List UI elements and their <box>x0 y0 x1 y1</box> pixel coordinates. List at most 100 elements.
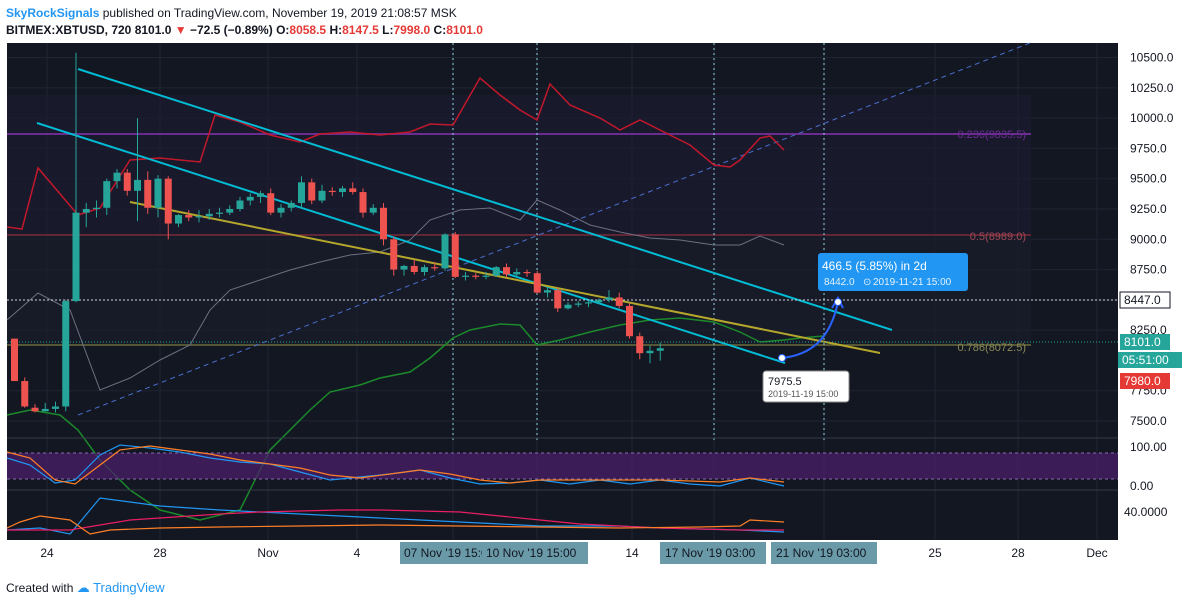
indicator2-pink-line <box>7 509 784 531</box>
candle-body <box>185 215 193 218</box>
candle-body <box>123 172 131 191</box>
measure-date: 2019-11-21 15:00 <box>873 277 952 288</box>
indicator1-tick-100: 100.00 <box>1130 440 1167 454</box>
candle-body <box>226 208 234 213</box>
channel-upper-line <box>77 68 893 331</box>
close-label: C: <box>433 23 447 37</box>
red-price-tag <box>1120 373 1170 389</box>
price-tick-label: 9250.0 <box>1130 202 1167 216</box>
low-tooltip-price: 7975.5 <box>768 376 802 388</box>
candle-body <box>605 297 613 300</box>
time-tags: 07 Nov '19 15:00 10 Nov '19 15:00 17 Nov… <box>400 542 877 564</box>
candle-body <box>503 267 510 275</box>
candle-body <box>626 305 633 337</box>
candle-body <box>72 212 80 302</box>
projection-curve <box>781 301 839 359</box>
fib-label-05: 0.5(8989.0) <box>970 231 1026 243</box>
time-tick-label: 4 <box>354 546 361 560</box>
candle-body <box>134 179 141 191</box>
measure-line1: 466.5 (5.85%) in 2d <box>822 259 927 273</box>
candle-body <box>328 190 336 193</box>
tradingview-logo-icon[interactable]: ☁ <box>76 580 90 595</box>
candle-body <box>257 193 264 197</box>
time-tick-label: 28 <box>1011 546 1025 560</box>
projection-end-point[interactable] <box>834 298 842 306</box>
candle-body <box>52 406 59 409</box>
candle-body <box>113 172 121 182</box>
last-price: 8101.0 <box>134 23 172 37</box>
price-tick-label: 8750.0 <box>1130 263 1167 277</box>
candle-body <box>441 234 449 269</box>
price-tick-label: 10000.0 <box>1130 111 1174 125</box>
candle-body <box>656 348 664 351</box>
candle-body <box>287 202 295 208</box>
candle-body <box>195 216 203 218</box>
candle-body <box>11 338 18 382</box>
footer: Created with ☁ TradingView <box>6 580 165 600</box>
candle-body <box>154 178 162 208</box>
projection-start-point[interactable] <box>778 354 786 362</box>
candle-body <box>349 188 357 193</box>
target-price-text: 8447.0 <box>1124 293 1161 307</box>
open-value: 8058.5 <box>289 23 327 37</box>
candle-body <box>144 179 152 208</box>
candle-body <box>410 265 418 273</box>
candle-body <box>380 207 387 240</box>
publish-info: published on TradingView.com, November 1… <box>102 6 457 20</box>
price-change: −72.5 (−0.89%) <box>189 23 273 37</box>
candle-body <box>236 200 244 209</box>
candle-body <box>369 207 377 213</box>
price-tick-label: 10500.0 <box>1130 51 1174 65</box>
low-tooltip-date: 2019-11-19 15:00 <box>768 389 838 399</box>
gray-indicator-line <box>6 199 785 391</box>
candle-body <box>205 213 213 217</box>
publish-line: SkyRockSignals published on TradingView.… <box>6 6 457 20</box>
candle-body <box>31 407 39 412</box>
author-name[interactable]: SkyRockSignals <box>6 6 100 20</box>
candle-body <box>523 272 531 274</box>
candle-body <box>216 212 223 214</box>
countdown-text: 05:51:00 <box>1122 353 1169 367</box>
candle-body <box>554 290 562 309</box>
candle-body <box>646 350 654 354</box>
candle-body <box>492 267 500 276</box>
yellow-trendline <box>129 201 881 354</box>
chart-canvas[interactable]: 0.236(9835.5) 0.5(8989.0) 0.786(8072.5) … <box>0 40 1188 568</box>
low-value: 7998.0 <box>393 23 431 37</box>
candles <box>11 52 664 413</box>
price-tick-label: 9750.0 <box>1130 141 1167 155</box>
candle-body <box>564 304 572 309</box>
low-label: L: <box>382 23 394 37</box>
candle-body <box>585 302 592 304</box>
red-price-text: 7980.0 <box>1124 374 1161 388</box>
open-label: O: <box>276 23 290 37</box>
time-tick-label: Nov <box>257 546 278 560</box>
candle-body <box>513 272 521 275</box>
time-tag-4-bg <box>771 542 877 564</box>
down-arrow-icon: ▼ <box>174 23 187 37</box>
candle-body <box>246 196 254 201</box>
target-price-tag <box>1119 291 1171 309</box>
time-tag-1-bg <box>400 542 482 564</box>
candle-body <box>636 336 644 354</box>
price-tick-label: 9000.0 <box>1130 232 1167 246</box>
green-indicator-line <box>6 317 825 521</box>
time-tag-3-bg <box>660 542 766 564</box>
candle-body <box>277 207 285 213</box>
last-price-tag <box>1120 334 1170 350</box>
tradingview-brand[interactable]: TradingView <box>93 580 165 595</box>
measure-price: 8442.0 <box>824 277 855 288</box>
chart-header: SkyRockSignals published on TradingView.… <box>6 4 1176 40</box>
price-tick-label: 8250.0 <box>1130 323 1167 337</box>
high-label: H: <box>329 23 343 37</box>
time-tick-label: Dec <box>1086 546 1107 560</box>
indicator1-slow-line <box>6 445 785 485</box>
time-tag-4: 21 Nov '19 03:00 <box>776 546 867 560</box>
time-tag-3: 17 Nov '19 03:00 <box>665 546 756 560</box>
symbol-label: BITMEX:XBTUSD, 720 <box>6 23 132 37</box>
price-tick-label: 7500.0 <box>1130 414 1167 428</box>
candle-body <box>574 303 582 305</box>
time-tick-label: 14 <box>625 546 639 560</box>
price-tick-label: 9500.0 <box>1130 172 1167 186</box>
candle-body <box>390 239 398 270</box>
